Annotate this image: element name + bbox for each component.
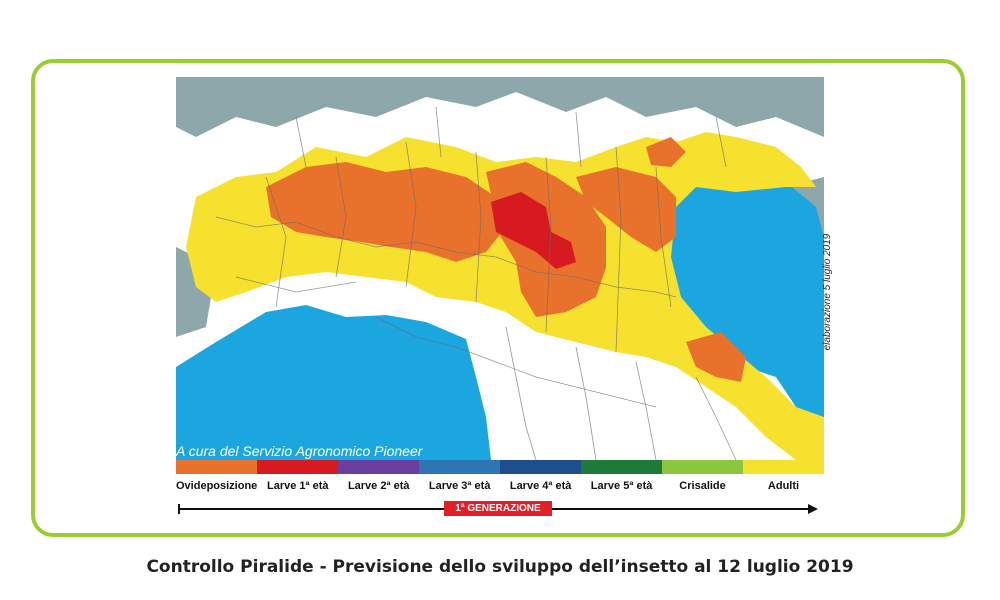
legend-label-adulti: Adulti (767, 480, 800, 492)
legend-swatch-ovideposizione (176, 460, 257, 474)
legend-label-larve-5: Larve 5ª età (590, 480, 653, 492)
legend-swatch-larve-5 (581, 460, 662, 474)
generation-label: 1ª GENERAZIONE (444, 501, 552, 516)
zone-ovideposizione-5 (686, 332, 746, 382)
zone-ovideposizione-1 (266, 162, 506, 262)
legend-swatch-crisalide (662, 460, 743, 474)
outside-area-north (176, 77, 824, 137)
legend-color-bar (176, 460, 824, 474)
legend-label-crisalide: Crisalide (679, 480, 726, 492)
legend-label-larve-4: Larve 4ª età (509, 480, 572, 492)
figure-caption: Controllo Piralide - Previsione dello sv… (146, 557, 854, 577)
legend-swatch-larve-2 (338, 460, 419, 474)
sea-east (666, 172, 824, 460)
legend-swatch-larve-1 (257, 460, 338, 474)
map-credit: A cura del Servizio Agronomico Pioneer (176, 443, 423, 459)
zone-ovideposizione-3 (576, 167, 676, 252)
legend-swatch-larve-3 (419, 460, 500, 474)
elaboration-note: elaborazione 5 luglio 2019 (822, 233, 833, 351)
zone-larve-1 (491, 192, 576, 269)
sea-west (176, 305, 491, 460)
legend-label-larve-1: Larve 1ª età (266, 480, 329, 492)
arrow-right-icon (808, 504, 818, 514)
zone-ovideposizione-4 (646, 137, 686, 167)
region-borders (215, 106, 737, 460)
legend-labels: Ovideposizione Larve 1ª età Larve 2ª età… (176, 478, 824, 494)
legend-label-larve-3: Larve 3ª età (428, 480, 491, 492)
legend-label-larve-2: Larve 2ª età (347, 480, 410, 492)
forecast-map (176, 77, 824, 460)
legend-swatch-adulti (743, 460, 824, 474)
legend-swatch-larve-4 (500, 460, 581, 474)
legend-label-ovideposizione: Ovideposizione (176, 480, 258, 492)
